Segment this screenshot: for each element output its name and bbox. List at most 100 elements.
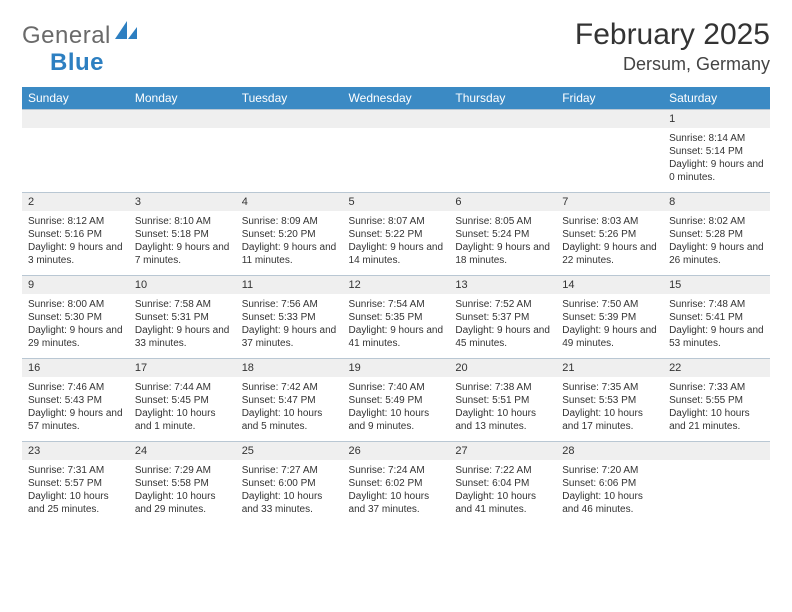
sunset-line: Sunset: 5:35 PM — [349, 311, 444, 324]
day-cell: Sunrise: 7:33 AMSunset: 5:55 PMDaylight:… — [663, 377, 770, 442]
calendar-table: Sunday Monday Tuesday Wednesday Thursday… — [22, 87, 770, 524]
day-cell: Sunrise: 8:14 AMSunset: 5:14 PMDaylight:… — [663, 128, 770, 193]
daylight-line: Daylight: 9 hours and 45 minutes. — [455, 324, 550, 350]
daylight-line: Daylight: 9 hours and 49 minutes. — [562, 324, 657, 350]
dayhead-tue: Tuesday — [236, 87, 343, 110]
sunrise-line: Sunrise: 8:02 AM — [669, 215, 764, 228]
dayhead-wed: Wednesday — [343, 87, 450, 110]
dayhead-sun: Sunday — [22, 87, 129, 110]
sunrise-line: Sunrise: 7:54 AM — [349, 298, 444, 311]
sunrise-line: Sunrise: 8:10 AM — [135, 215, 230, 228]
daynum-cell: 19 — [343, 359, 450, 378]
day-cell: Sunrise: 7:52 AMSunset: 5:37 PMDaylight:… — [449, 294, 556, 359]
sunset-line: Sunset: 5:14 PM — [669, 145, 764, 158]
day-cell: Sunrise: 7:31 AMSunset: 5:57 PMDaylight:… — [22, 460, 129, 524]
daynum-cell: 2 — [22, 193, 129, 212]
sunrise-line: Sunrise: 7:48 AM — [669, 298, 764, 311]
day-cell: Sunrise: 8:00 AMSunset: 5:30 PMDaylight:… — [22, 294, 129, 359]
daylight-line: Daylight: 9 hours and 57 minutes. — [28, 407, 123, 433]
day-cell: Sunrise: 7:48 AMSunset: 5:41 PMDaylight:… — [663, 294, 770, 359]
day-cell: Sunrise: 7:58 AMSunset: 5:31 PMDaylight:… — [129, 294, 236, 359]
daylight-line: Daylight: 9 hours and 18 minutes. — [455, 241, 550, 267]
sunrise-line: Sunrise: 7:38 AM — [455, 381, 550, 394]
daynum-cell — [129, 110, 236, 129]
sunset-line: Sunset: 5:31 PM — [135, 311, 230, 324]
day-cell: Sunrise: 7:46 AMSunset: 5:43 PMDaylight:… — [22, 377, 129, 442]
dayhead-mon: Monday — [129, 87, 236, 110]
week-row: Sunrise: 8:12 AMSunset: 5:16 PMDaylight:… — [22, 211, 770, 276]
daynum-cell: 16 — [22, 359, 129, 378]
sunrise-line: Sunrise: 8:00 AM — [28, 298, 123, 311]
sunset-line: Sunset: 5:18 PM — [135, 228, 230, 241]
daynum-cell — [343, 110, 450, 129]
brand-part2: Blue — [50, 49, 104, 77]
sunrise-line: Sunrise: 7:44 AM — [135, 381, 230, 394]
day-cell: Sunrise: 8:07 AMSunset: 5:22 PMDaylight:… — [343, 211, 450, 276]
sunrise-line: Sunrise: 7:22 AM — [455, 464, 550, 477]
sunrise-line: Sunrise: 7:33 AM — [669, 381, 764, 394]
day-cell: Sunrise: 7:42 AMSunset: 5:47 PMDaylight:… — [236, 377, 343, 442]
sunrise-line: Sunrise: 7:27 AM — [242, 464, 337, 477]
sunrise-line: Sunrise: 7:52 AM — [455, 298, 550, 311]
sunset-line: Sunset: 5:24 PM — [455, 228, 550, 241]
week-row: Sunrise: 7:31 AMSunset: 5:57 PMDaylight:… — [22, 460, 770, 524]
day-cell: Sunrise: 7:38 AMSunset: 5:51 PMDaylight:… — [449, 377, 556, 442]
sunrise-line: Sunrise: 8:07 AM — [349, 215, 444, 228]
day-cell: Sunrise: 7:40 AMSunset: 5:49 PMDaylight:… — [343, 377, 450, 442]
week-row: Sunrise: 8:00 AMSunset: 5:30 PMDaylight:… — [22, 294, 770, 359]
daynum-cell: 1 — [663, 110, 770, 129]
sunrise-line: Sunrise: 7:50 AM — [562, 298, 657, 311]
week-row: Sunrise: 7:46 AMSunset: 5:43 PMDaylight:… — [22, 377, 770, 442]
day-cell: Sunrise: 7:24 AMSunset: 6:02 PMDaylight:… — [343, 460, 450, 524]
sunrise-line: Sunrise: 7:31 AM — [28, 464, 123, 477]
sunset-line: Sunset: 5:58 PM — [135, 477, 230, 490]
sunset-line: Sunset: 5:16 PM — [28, 228, 123, 241]
sunset-line: Sunset: 5:37 PM — [455, 311, 550, 324]
daynum-cell: 12 — [343, 276, 450, 295]
day-cell: Sunrise: 7:20 AMSunset: 6:06 PMDaylight:… — [556, 460, 663, 524]
sunset-line: Sunset: 5:33 PM — [242, 311, 337, 324]
brand-part1: General — [22, 22, 111, 50]
daynum-row: 16171819202122 — [22, 359, 770, 378]
daynum-cell: 13 — [449, 276, 556, 295]
sunset-line: Sunset: 5:22 PM — [349, 228, 444, 241]
dayhead-fri: Friday — [556, 87, 663, 110]
daynum-cell: 21 — [556, 359, 663, 378]
sunset-line: Sunset: 5:39 PM — [562, 311, 657, 324]
sunset-line: Sunset: 6:00 PM — [242, 477, 337, 490]
daynum-cell: 9 — [22, 276, 129, 295]
daynum-cell: 6 — [449, 193, 556, 212]
daylight-line: Daylight: 9 hours and 3 minutes. — [28, 241, 123, 267]
sunset-line: Sunset: 5:55 PM — [669, 394, 764, 407]
day-cell: Sunrise: 7:27 AMSunset: 6:00 PMDaylight:… — [236, 460, 343, 524]
day-header-row: Sunday Monday Tuesday Wednesday Thursday… — [22, 87, 770, 110]
sunrise-line: Sunrise: 7:58 AM — [135, 298, 230, 311]
day-cell: Sunrise: 8:09 AMSunset: 5:20 PMDaylight:… — [236, 211, 343, 276]
day-cell — [236, 128, 343, 193]
day-cell: Sunrise: 7:29 AMSunset: 5:58 PMDaylight:… — [129, 460, 236, 524]
daylight-line: Daylight: 10 hours and 21 minutes. — [669, 407, 764, 433]
week-row: Sunrise: 8:14 AMSunset: 5:14 PMDaylight:… — [22, 128, 770, 193]
day-cell: Sunrise: 7:22 AMSunset: 6:04 PMDaylight:… — [449, 460, 556, 524]
sunrise-line: Sunrise: 7:24 AM — [349, 464, 444, 477]
sunset-line: Sunset: 6:06 PM — [562, 477, 657, 490]
day-cell — [22, 128, 129, 193]
daylight-line: Daylight: 9 hours and 26 minutes. — [669, 241, 764, 267]
sunrise-line: Sunrise: 8:14 AM — [669, 132, 764, 145]
daynum-row: 1 — [22, 110, 770, 129]
calendar-body: 1 Sunrise: 8:14 AMSunset: 5:14 PMDayligh… — [22, 110, 770, 525]
sunrise-line: Sunrise: 7:29 AM — [135, 464, 230, 477]
dayhead-sat: Saturday — [663, 87, 770, 110]
sunrise-line: Sunrise: 7:40 AM — [349, 381, 444, 394]
day-cell — [129, 128, 236, 193]
daylight-line: Daylight: 9 hours and 37 minutes. — [242, 324, 337, 350]
daynum-cell: 17 — [129, 359, 236, 378]
daynum-cell — [556, 110, 663, 129]
daynum-row: 2345678 — [22, 193, 770, 212]
day-cell — [556, 128, 663, 193]
daynum-cell: 14 — [556, 276, 663, 295]
sunset-line: Sunset: 6:02 PM — [349, 477, 444, 490]
sunset-line: Sunset: 5:41 PM — [669, 311, 764, 324]
daylight-line: Daylight: 10 hours and 25 minutes. — [28, 490, 123, 516]
daylight-line: Daylight: 10 hours and 33 minutes. — [242, 490, 337, 516]
